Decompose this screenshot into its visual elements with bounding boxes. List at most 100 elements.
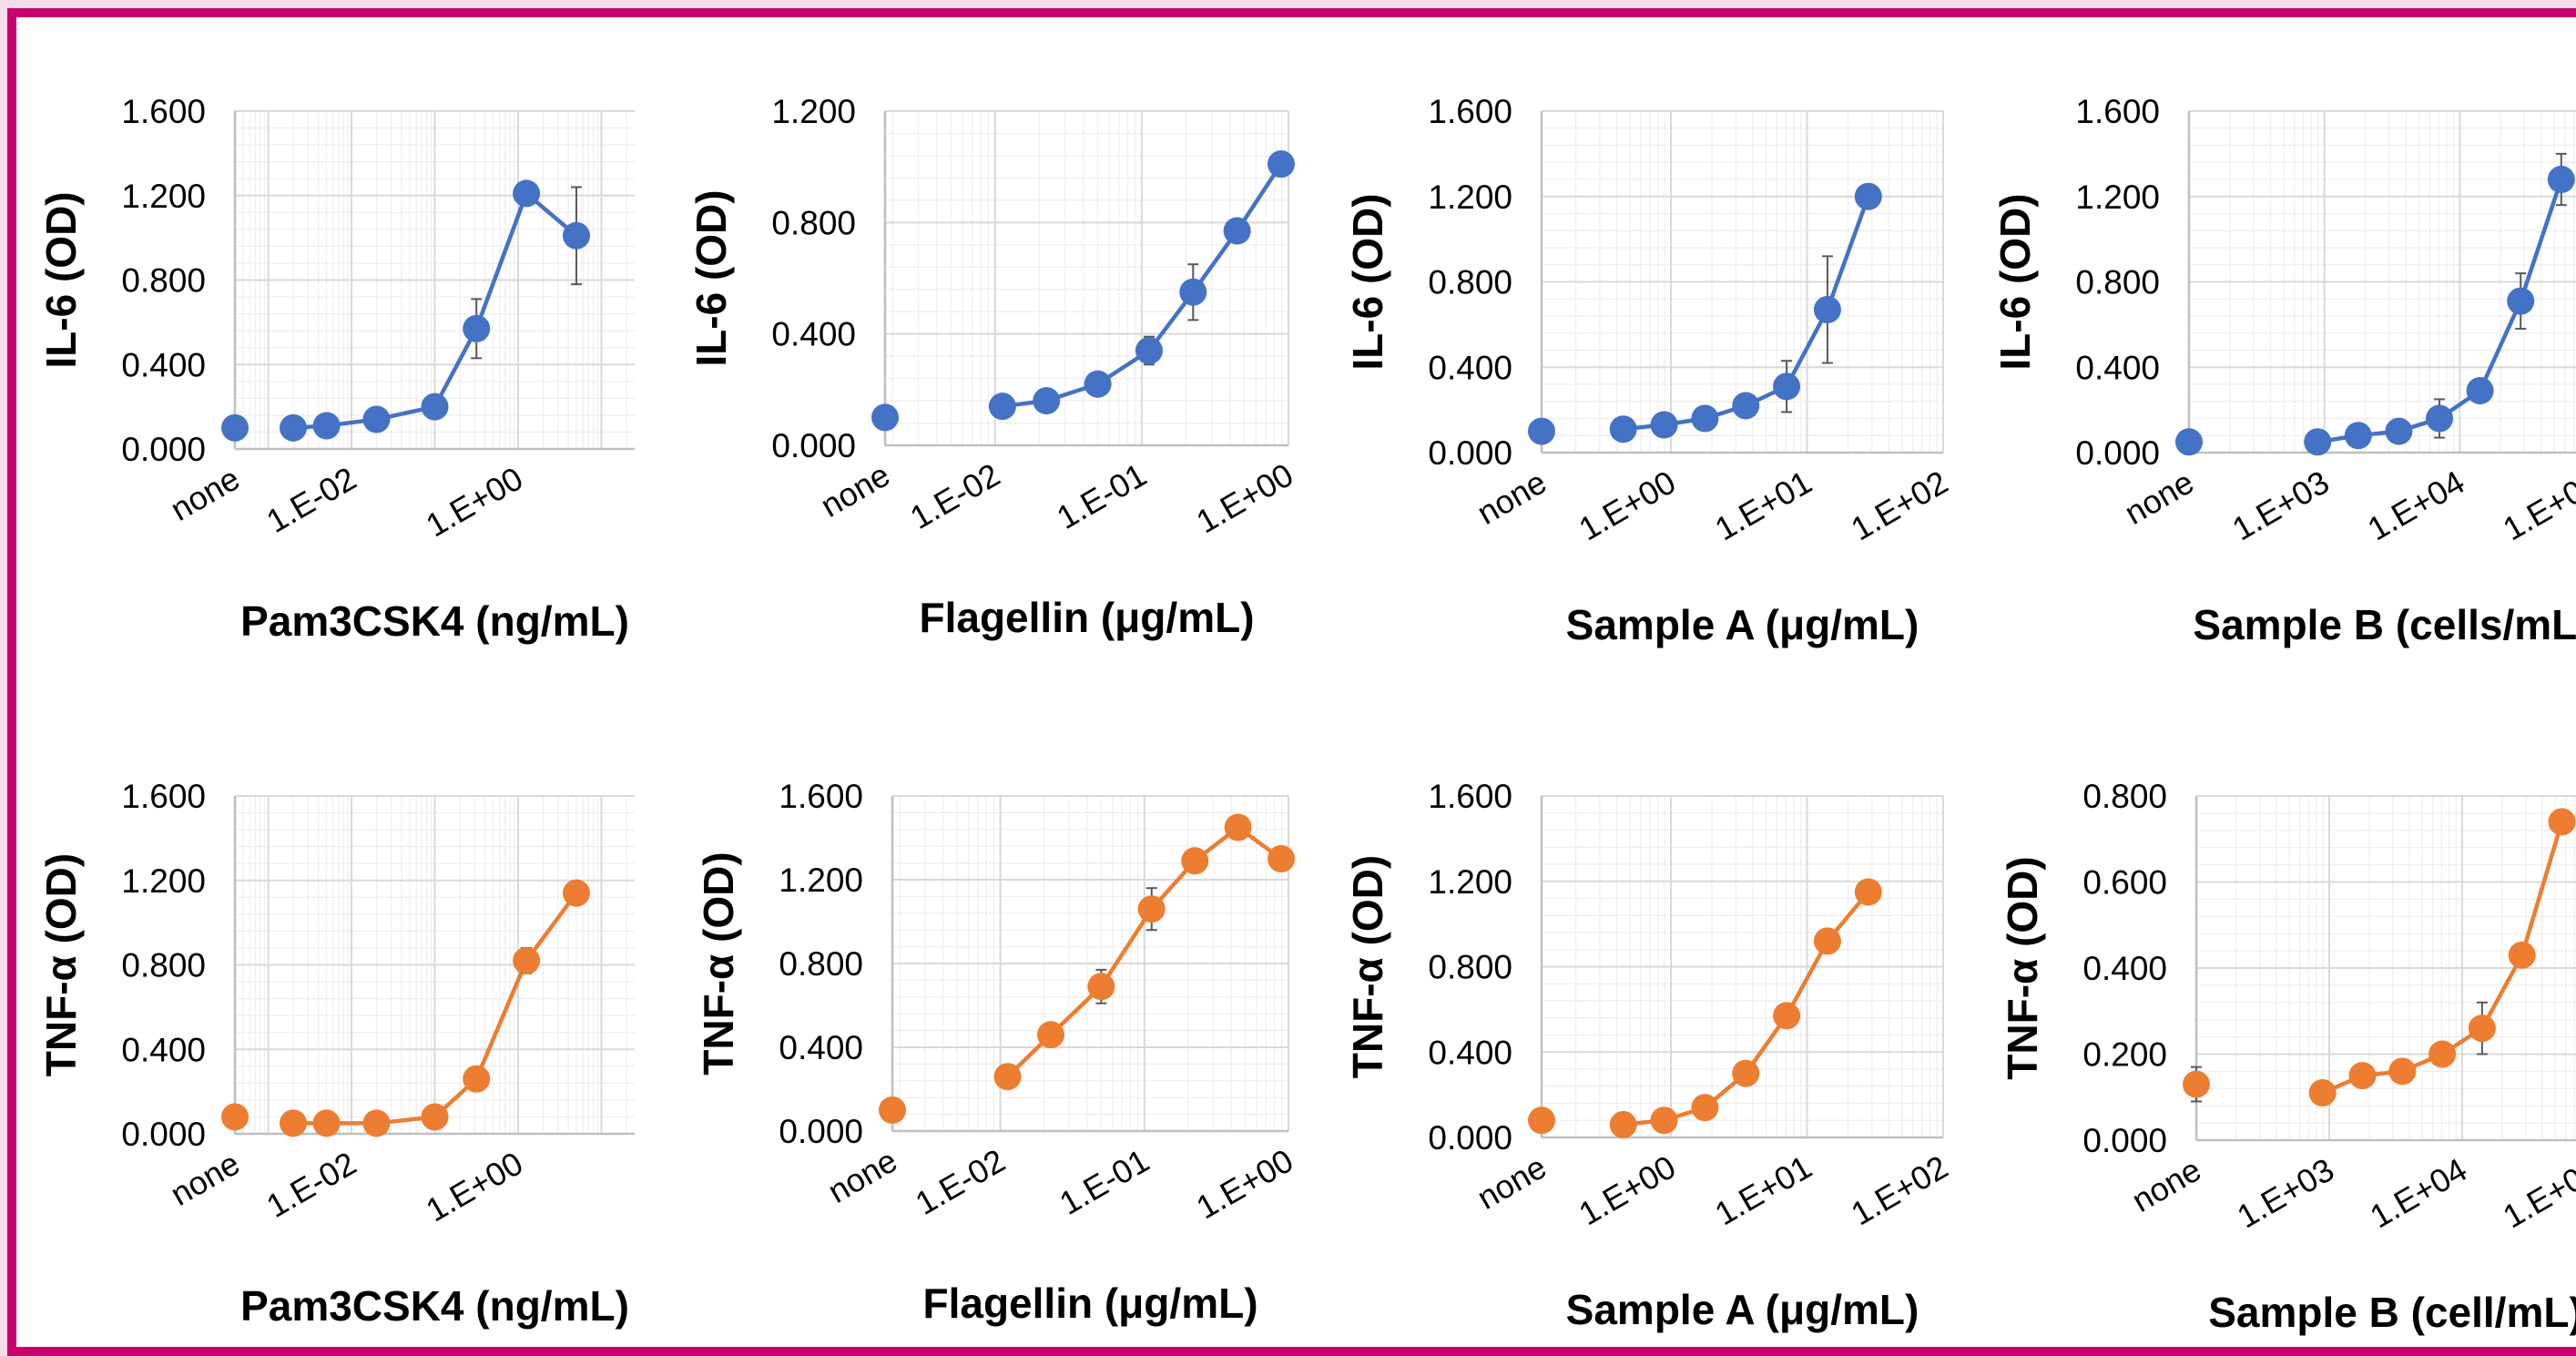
x-axis-title: Sample B (cells/mL) <box>2193 601 2576 648</box>
y-tick-label: 0.000 <box>2075 434 2160 472</box>
x-tick-label: 1.E+00 <box>420 1144 529 1229</box>
x-tick-label: none <box>2125 1150 2207 1219</box>
x-tick-label: none <box>1471 1147 1553 1217</box>
data-point-none <box>1528 417 1555 445</box>
y-tick-label: 0.000 <box>1428 434 1512 472</box>
chart-5: 0.000 0.400 0.800 1.200 1.600 none 1.E-02 1.E+0… <box>37 778 635 1330</box>
x-tick-label: none <box>821 1141 903 1210</box>
y-tick-label: 0.400 <box>779 1029 863 1066</box>
y-tick-label: 0.000 <box>1428 1119 1512 1157</box>
y-tick-label: 0.000 <box>2082 1122 2167 1159</box>
y-tick-label: 0.000 <box>779 1113 863 1150</box>
y-tick-label: 1.600 <box>1428 778 1512 815</box>
y-tick-label: 0.000 <box>121 1116 206 1153</box>
y-tick-label: 0.400 <box>121 1031 206 1068</box>
y-tick-label: 0.400 <box>1428 349 1512 386</box>
data-point <box>1135 337 1163 365</box>
y-tick-label: 0.800 <box>771 204 856 241</box>
y-tick-label: 0.200 <box>2082 1036 2167 1074</box>
data-point <box>1854 878 1882 906</box>
data-point <box>2308 1079 2337 1107</box>
data-point <box>463 314 491 342</box>
chart-8: 0.000 0.200 0.400 0.600 0.800 none 1.E+03 1.E+0… <box>1999 778 2576 1336</box>
data-point <box>513 946 541 974</box>
data-point <box>312 1109 341 1137</box>
x-axis-title: Pam3CSK4 (ng/mL) <box>240 1282 629 1330</box>
data-point <box>1137 895 1166 923</box>
y-axis-title: IL-6 (OD) <box>1344 193 1391 370</box>
x-tick-label: none <box>1471 463 1553 532</box>
x-tick-label: 1.E+01 <box>1708 1147 1817 1232</box>
data-point <box>1773 1002 1801 1030</box>
data-point <box>2508 941 2536 969</box>
data-point <box>1037 1021 1064 1049</box>
data-point <box>1650 1106 1678 1135</box>
data-point <box>1609 1110 1637 1138</box>
y-tick-label: 0.400 <box>1428 1034 1512 1071</box>
x-tick-label: 1.E+00 <box>1190 455 1299 540</box>
x-tick-label: 1.E+02 <box>1845 463 1954 547</box>
x-tick-label: 1.E+03 <box>2225 463 2335 547</box>
chart-7: 0.000 0.400 0.800 1.200 1.600 none 1.E+00 1.E+0… <box>1344 778 1954 1333</box>
y-tick-label: 1.200 <box>779 862 863 899</box>
data-point <box>1224 813 1252 841</box>
y-tick-label: 1.200 <box>771 93 856 130</box>
y-tick-label: 0.800 <box>2075 264 2160 301</box>
y-tick-label: 0.000 <box>771 427 856 464</box>
data-point <box>1179 278 1207 306</box>
data-point <box>1033 387 1061 415</box>
data-point <box>1773 372 1801 401</box>
data-point-none <box>1528 1106 1555 1135</box>
chart-6: 0.000 0.400 0.800 1.200 1.600 none 1.E-02 1.E-0… <box>695 778 1299 1327</box>
data-point <box>1084 370 1112 398</box>
x-tick-label: 1.E-01 <box>1053 1141 1155 1222</box>
data-point <box>562 879 590 907</box>
y-axis-title: IL-6 (OD) <box>1991 193 2039 370</box>
data-point <box>1267 150 1295 178</box>
x-tick-label: 1.E+03 <box>2231 1150 2340 1235</box>
data-point <box>1813 927 1841 955</box>
y-tick-label: 0.800 <box>121 947 206 984</box>
data-point <box>2344 422 2372 450</box>
data-point <box>562 221 590 250</box>
y-tick-label: 0.600 <box>2082 864 2167 902</box>
y-tick-label: 1.200 <box>1428 178 1512 216</box>
data-point <box>463 1065 491 1093</box>
y-axis-title: TNF-α (OD) <box>1344 855 1391 1078</box>
data-point <box>2428 1040 2457 1068</box>
data-point <box>993 1063 1022 1091</box>
y-tick-label: 0.800 <box>121 262 206 300</box>
y-tick-label: 0.800 <box>2082 778 2167 815</box>
y-tick-label: 1.200 <box>2075 178 2160 216</box>
data-point <box>988 393 1016 421</box>
y-tick-label: 0.800 <box>1428 949 1512 986</box>
x-tick-label: none <box>2118 463 2200 532</box>
data-point <box>2388 1057 2417 1086</box>
data-point <box>1609 415 1637 444</box>
data-point <box>1087 973 1115 1001</box>
data-point <box>513 179 541 208</box>
y-tick-label: 0.800 <box>1428 264 1512 301</box>
chart-1: 0.000 0.400 0.800 1.200 1.600 none 1.E-02 1.E+0… <box>37 93 635 645</box>
x-axis-title: Sample A (μg/mL) <box>1566 601 1919 648</box>
data-point-none <box>221 1103 249 1131</box>
x-tick-label: 1.E+00 <box>1573 1147 1682 1232</box>
x-tick-label: 1.E+00 <box>420 459 529 544</box>
data-point <box>362 405 391 433</box>
y-tick-label: 1.200 <box>1428 863 1512 901</box>
x-tick-label: 1.E+02 <box>1845 1147 1954 1232</box>
x-axis-title: Pam3CSK4 (ng/mL) <box>240 597 629 645</box>
data-point <box>421 393 449 421</box>
y-tick-label: 1.600 <box>121 93 206 130</box>
x-tick-label: none <box>164 1144 246 1213</box>
x-axis-title: Flagellin (μg/mL) <box>919 594 1254 641</box>
data-point <box>2547 166 2575 193</box>
data-point <box>312 412 341 440</box>
x-tick-label: 1.E-02 <box>903 455 1005 536</box>
x-axis-title: Flagellin (μg/mL) <box>922 1280 1257 1327</box>
y-axis-title: IL-6 (OD) <box>37 191 85 368</box>
data-point <box>1691 404 1719 433</box>
data-point <box>2348 1062 2377 1090</box>
data-point-none <box>879 1096 906 1124</box>
